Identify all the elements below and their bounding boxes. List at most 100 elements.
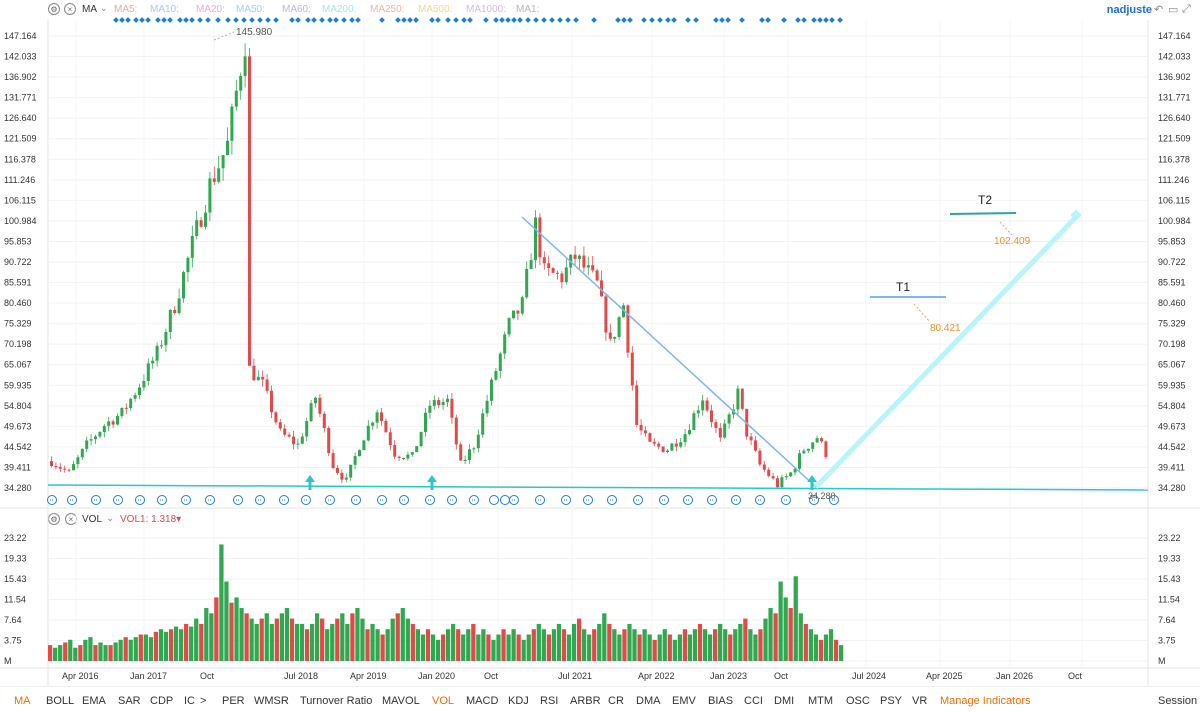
candle-body	[644, 430, 647, 434]
volume-bar	[415, 629, 421, 661]
time-tick-label: Jan 2026	[996, 671, 1033, 681]
ma-legend-item[interactable]: MA5:	[114, 4, 138, 15]
ma-legend-item[interactable]: MA10:	[150, 4, 179, 15]
dividend-marker	[483, 17, 489, 23]
candle-body	[54, 466, 58, 468]
dividend-marker	[257, 17, 263, 23]
volume-tick-label: 3.75	[1158, 636, 1176, 646]
minimize-icon[interactable]: ▭	[1168, 4, 1179, 16]
volume-bar	[526, 634, 531, 661]
indicator-tab[interactable]: CCI	[744, 695, 763, 707]
candle-body	[573, 254, 577, 259]
indicator-tab[interactable]: RSI	[540, 695, 559, 707]
ma-legend-item[interactable]: MA250:	[370, 4, 405, 15]
candle-body	[498, 353, 502, 372]
ma-legend-item[interactable]: MA20:	[196, 4, 225, 15]
session-button[interactable]: Session	[1158, 695, 1198, 707]
candle-body	[89, 439, 93, 441]
indicator-tab[interactable]: Turnover Ratio	[300, 695, 373, 707]
user-name[interactable]: nadjuste	[1106, 4, 1152, 16]
volume-bar	[647, 634, 652, 661]
ma-legend-item[interactable]: MA200:	[322, 4, 357, 15]
indicator-tab[interactable]: MAVOL	[382, 695, 420, 707]
dividend-marker	[311, 17, 317, 23]
ma-legend-item[interactable]: MA500:	[418, 4, 453, 15]
ma-legend-item[interactable]: MA60:	[282, 4, 311, 15]
candle-body	[683, 434, 687, 443]
undo-icon[interactable]: ↶	[1154, 4, 1164, 16]
candle-body	[305, 421, 309, 437]
ma-legend-item[interactable]: MA50:	[236, 4, 265, 15]
indicator-tab[interactable]: IC	[184, 695, 195, 707]
ma-legend-item[interactable]: MA1000:	[466, 4, 507, 15]
candle-body	[432, 400, 436, 406]
dividend-marker	[499, 17, 505, 23]
support-arrow	[305, 475, 315, 482]
indicator-tab[interactable]: DMA	[636, 695, 661, 707]
indicator-tab[interactable]: VOL	[432, 695, 455, 707]
price-tick-label: 142.033	[1158, 52, 1191, 62]
candle-body	[344, 477, 348, 480]
candle-body	[327, 428, 331, 454]
candle-body	[626, 305, 630, 353]
volume-bar	[506, 634, 511, 661]
dividend-marker	[379, 17, 385, 23]
volume-bar	[224, 581, 229, 661]
close-icon[interactable]: ×	[64, 3, 76, 15]
dividend-marker	[823, 17, 829, 23]
indicator-tab[interactable]: CDP	[150, 695, 174, 707]
volume-bar	[395, 613, 400, 661]
volume-bar	[340, 613, 345, 661]
indicator-tab[interactable]: PER	[222, 695, 245, 707]
candle-body	[67, 469, 71, 471]
indicator-tab[interactable]: MACD	[466, 695, 499, 707]
indicator-tab[interactable]: SAR	[118, 695, 141, 707]
ma-legend-item[interactable]: MA1:	[516, 4, 540, 15]
indicator-tab[interactable]: EMA	[82, 695, 106, 707]
chevron-down-icon[interactable]: ⌄	[100, 3, 108, 13]
indicator-tab[interactable]: DMI	[774, 695, 795, 707]
indicator-tab[interactable]: BIAS	[708, 695, 734, 707]
indicator-tab[interactable]: Manage Indicators	[940, 695, 1031, 707]
volume-bar	[536, 623, 541, 661]
price-tick-label: 59.935	[4, 380, 32, 390]
indicator-tab[interactable]: ARBR	[570, 695, 601, 707]
indicator-tab[interactable]: EMV	[672, 695, 696, 707]
candle-body	[820, 438, 823, 442]
indicator-tab[interactable]: VR	[912, 695, 928, 707]
volume-bar	[420, 634, 426, 661]
candle-body	[402, 457, 405, 459]
gear-icon[interactable]: ⚙	[48, 3, 60, 15]
volume-bar	[718, 623, 723, 661]
indicator-tab[interactable]: >	[200, 695, 207, 707]
volume-bar	[813, 634, 819, 661]
volume-bar	[461, 634, 466, 661]
candle-body	[415, 446, 419, 453]
price-tick-label: 90.722	[1158, 257, 1186, 267]
chevron-down-icon[interactable]: ⌄	[106, 513, 115, 524]
candle-body	[177, 298, 181, 314]
dividend-marker	[541, 17, 547, 23]
candle-body	[481, 413, 485, 435]
indicator-tab[interactable]: PSY	[880, 695, 903, 707]
dividend-marker	[765, 17, 771, 23]
volume-bar	[405, 618, 410, 661]
main-toolbar: ⚙ × MA ⌄ MA5: MA10: MA20: MA50: MA60: MA200: M…	[0, 0, 1200, 20]
indicator-tab[interactable]: MA	[14, 695, 31, 707]
candle-body	[349, 464, 353, 478]
indicator-tab[interactable]: MTM	[808, 695, 834, 707]
indicator-tab[interactable]: KDJ	[508, 695, 529, 707]
volume-bar	[672, 639, 677, 661]
candle-body	[410, 452, 414, 455]
volume-bar	[249, 618, 254, 661]
indicator-tab[interactable]: CR	[608, 695, 624, 707]
fullscreen-icon[interactable]: ⤢	[1182, 3, 1191, 15]
volume-bar	[617, 634, 622, 661]
indicator-tab[interactable]: WMSR	[254, 695, 289, 707]
candle-body	[538, 217, 542, 258]
indicator-tab[interactable]: OSC	[846, 695, 870, 707]
volume-bar	[375, 629, 380, 661]
indicator-tab[interactable]: BOLL	[46, 695, 75, 707]
dividend-marker	[197, 17, 203, 23]
